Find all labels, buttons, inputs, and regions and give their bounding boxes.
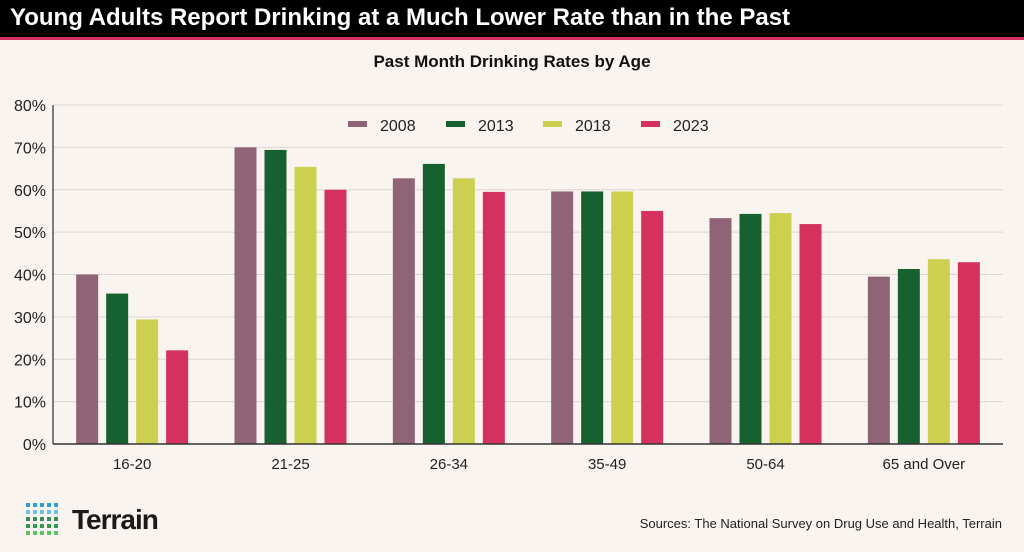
bar-2013-50-64 <box>739 213 762 444</box>
legend-label: 2023 <box>673 118 709 135</box>
bar-2018-35-49 <box>611 191 634 444</box>
bar-2018-21-25 <box>294 166 317 444</box>
bar-2023-21-25 <box>324 189 347 444</box>
terrain-logo: Terrain <box>26 503 159 537</box>
y-tick-label: 40% <box>14 268 46 285</box>
y-tick-label: 0% <box>23 437 46 454</box>
legend-label: 2008 <box>380 118 416 135</box>
x-tick-label: 35-49 <box>588 456 626 473</box>
bar-2018-26-34 <box>452 178 475 444</box>
legend-swatch <box>543 121 562 127</box>
y-tick-label: 30% <box>14 310 46 327</box>
x-tick-label: 26-34 <box>430 456 468 473</box>
y-tick-label: 60% <box>14 183 46 200</box>
legend-swatch <box>348 121 367 127</box>
bar-2013-35-49 <box>581 191 604 444</box>
bar-2023-35-49 <box>641 210 664 444</box>
x-tick-label: 16-20 <box>113 456 151 473</box>
bar-2023-50-64 <box>799 224 822 444</box>
bar-2008-21-25 <box>234 147 257 444</box>
bar-2023-65 and Over <box>957 262 980 444</box>
bar-2018-50-64 <box>769 213 792 444</box>
bar-2008-16-20 <box>76 274 99 444</box>
title-bar: Young Adults Report Drinking at a Much L… <box>0 0 1024 40</box>
page-title: Young Adults Report Drinking at a Much L… <box>10 4 791 31</box>
y-tick-label: 70% <box>14 140 46 157</box>
legend-swatch <box>641 121 660 127</box>
bar-2013-16-20 <box>106 293 129 444</box>
x-tick-label: 65 and Over <box>883 456 966 473</box>
y-tick-label: 10% <box>14 395 46 412</box>
legend-label: 2018 <box>575 118 611 135</box>
bar-2013-26-34 <box>422 163 445 444</box>
bar-2013-65 and Over <box>897 268 920 444</box>
bar-2018-65 and Over <box>927 259 950 444</box>
bar-2023-26-34 <box>482 191 505 444</box>
bar-2008-26-34 <box>392 178 415 444</box>
logo-text: Terrain <box>72 504 159 535</box>
y-tick-label: 80% <box>14 98 46 115</box>
bar-2013-21-25 <box>264 149 287 445</box>
y-tick-label: 50% <box>14 225 46 242</box>
source-note: Sources: The National Survey on Drug Use… <box>639 516 1002 531</box>
bar-2018-16-20 <box>136 319 159 444</box>
legend-swatch <box>446 121 465 127</box>
bar-2008-50-64 <box>709 218 732 444</box>
x-tick-label: 50-64 <box>746 456 784 473</box>
bar-2008-35-49 <box>551 191 574 444</box>
legend-label: 2013 <box>478 118 514 135</box>
y-tick-label: 20% <box>14 352 46 369</box>
bar-2008-65 and Over <box>867 276 890 444</box>
chart-title: Past Month Drinking Rates by Age <box>373 52 651 71</box>
x-tick-label: 21-25 <box>271 456 309 473</box>
bar-2023-16-20 <box>166 350 189 444</box>
logo-dots-icon <box>26 503 58 535</box>
